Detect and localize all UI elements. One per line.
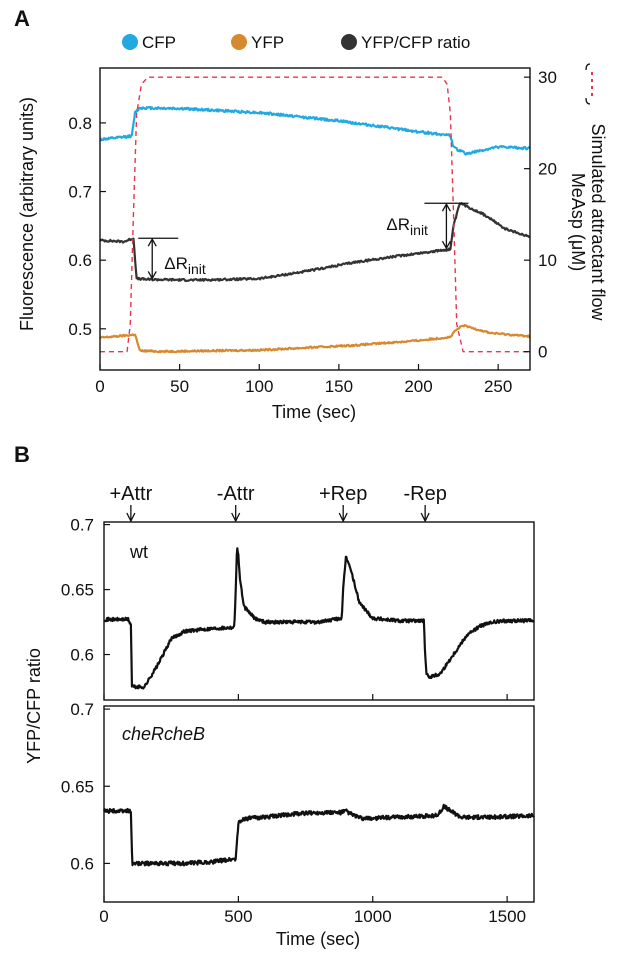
- legend-ratio-label: YFP/CFP ratio: [361, 33, 470, 52]
- panel-a-xtick-label: 0: [95, 377, 104, 396]
- subplot-label-chercheb: cheRcheB: [122, 724, 205, 744]
- stimulus-label: +Rep: [319, 483, 367, 505]
- annotation-delta-r-init-label: ΔRinit: [164, 254, 206, 277]
- panel-b-xtick-label: 500: [224, 907, 252, 926]
- stimulus-arrowhead: [231, 512, 241, 523]
- panel-a-xlabel: Time (sec): [272, 402, 356, 422]
- panel-b-ytick-label: 0.65: [61, 777, 94, 796]
- panel-a-xtick-label: 200: [404, 377, 432, 396]
- series-yfp: [99, 324, 531, 354]
- panel-b-ytick-label: 0.65: [61, 581, 94, 600]
- panel-a-ytick-label: 0.5: [68, 320, 92, 339]
- panel-a-legend: CFP YFP YFP/CFP ratio: [122, 33, 470, 52]
- panel-a-y2label-line2: MeAsp (μM): [568, 173, 588, 271]
- panel-a-xtick-label: 100: [245, 377, 273, 396]
- panel-a-y2-legend-marker: [585, 63, 593, 105]
- panel-a-y2tick-label: 10: [538, 251, 557, 270]
- stimulus-label: -Attr: [217, 483, 255, 505]
- annotation-delta-r-init: ΔRinit: [386, 202, 469, 250]
- series-cfp: [99, 105, 531, 156]
- panel-a-ylabel: Fluorescence (arbitrary units): [17, 97, 37, 331]
- stimulus-arrowhead: [420, 512, 430, 523]
- panel-b-xtick-label: 0: [99, 907, 108, 926]
- panel-a-y2label-line1: Simulated attractant flow: [588, 123, 608, 321]
- stimulus-label: +Attr: [109, 483, 152, 505]
- annotation-delta-r-init-label: ΔRinit: [386, 215, 428, 238]
- panel-b-xlabel: Time (sec): [276, 929, 360, 949]
- panel-b-frame-2: [103, 705, 535, 903]
- panel-a-frame: [99, 67, 531, 371]
- legend-cfp-marker: [122, 34, 138, 50]
- panel-b-ytick-label: 0.6: [70, 854, 94, 873]
- subplot-label-wt: wt: [129, 542, 148, 562]
- stimulus-arrowhead: [126, 512, 136, 523]
- panel-a-xtick-label: 250: [484, 377, 512, 396]
- panel-a-y2tick-label: 0: [538, 343, 547, 362]
- panel-a-ytick-label: 0.8: [68, 114, 92, 133]
- panel-b-xtick-label: 1500: [488, 907, 526, 926]
- panel-b-ytick-label: 0.7: [70, 700, 94, 719]
- legend-yfp-marker: [231, 34, 247, 50]
- annotation-delta-r-init: ΔRinit: [138, 237, 206, 280]
- series-yfp-cfp-ratio: [99, 202, 531, 283]
- panel-b-plot-area: +Attr -Attr +Rep -Rep 0.6 0.65 0.7 wt 0.6 0.65 0.7…: [61, 483, 535, 926]
- panel-a-label: A: [14, 6, 30, 31]
- legend-cfp-label: CFP: [142, 33, 176, 52]
- panel-a-y2tick-label: 30: [538, 68, 557, 87]
- panel-b-ylabel: YFP/CFP ratio: [24, 648, 44, 764]
- panel-b-ytick-label: 0.7: [70, 516, 94, 535]
- series-simulated-attractant-flow: [100, 76, 530, 353]
- panel-a-ytick-label: 0.6: [68, 251, 92, 270]
- panel-a-xtick-label: 50: [170, 377, 189, 396]
- series-ratio-wt: [103, 547, 535, 690]
- panel-b-label: B: [14, 442, 30, 467]
- stimulus-arrowhead: [338, 512, 348, 523]
- stimulus-label: -Rep: [403, 483, 446, 505]
- panel-a-y2tick-label: 20: [538, 160, 557, 179]
- panel-a-ytick-label: 0.7: [68, 183, 92, 202]
- panel-b-xtick-label: 1000: [354, 907, 392, 926]
- panel-b-ytick-label: 0.6: [70, 646, 94, 665]
- legend-ratio-marker: [341, 34, 357, 50]
- series-ratio-chercheb: [102, 803, 535, 867]
- panel-a-plot-area: 0 50 100 150 200 250 0.5 0.6 0.7 0.8 0 10 20 30 ΔRinit…: [68, 67, 557, 396]
- legend-yfp-label: YFP: [251, 33, 284, 52]
- panel-b-frame-1: [103, 521, 535, 701]
- panel-a-xtick-label: 150: [325, 377, 353, 396]
